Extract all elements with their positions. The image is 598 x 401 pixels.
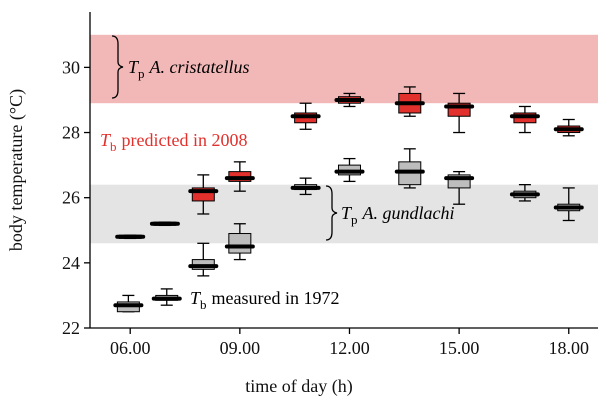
subscript: p [138,66,145,81]
symbol: T [128,57,140,77]
text: A. cristatellus [149,57,250,77]
x-tick-label: 12.00 [329,338,370,358]
x-tick-label: 09.00 [220,338,261,358]
marks [113,86,584,313]
y-tick-label: 28 [62,123,80,143]
symbol: T [190,288,202,308]
y-tick-label: 30 [62,57,80,77]
annotation: Tb measured in 1972 [190,288,339,312]
subscript: p [351,212,358,227]
x-tick-label: 18.00 [549,338,590,358]
x-tick-label: 06.00 [110,338,151,358]
x-tick-label: 15.00 [439,338,480,358]
text: predicted in 2008 [122,130,248,150]
text: measured in 1972 [212,288,340,308]
subscript: b [200,297,207,312]
symbol: T [100,130,112,150]
annotation: Tb predicted in 2008 [100,130,247,154]
subscript: b [110,139,117,154]
axes: 22 24 26 28 30 06.00 09.00 12.00 15.00 18.00 [62,12,598,358]
y-tick-label: 22 [62,318,80,338]
x-axis-label: time of day (h) [245,376,352,397]
text: A. gundlachi [362,203,455,223]
box [228,233,252,254]
band [90,34,598,104]
brace [325,185,338,241]
annotation: Tp A. gundlachi [341,203,455,227]
y-tick-label: 26 [62,188,80,208]
symbol: T [341,203,353,223]
y-axis-label: body temperature (°C) [6,89,27,251]
y-tick-label: 24 [62,253,80,273]
annotation: Tp A. cristatellus [128,57,250,81]
brace [111,35,124,99]
